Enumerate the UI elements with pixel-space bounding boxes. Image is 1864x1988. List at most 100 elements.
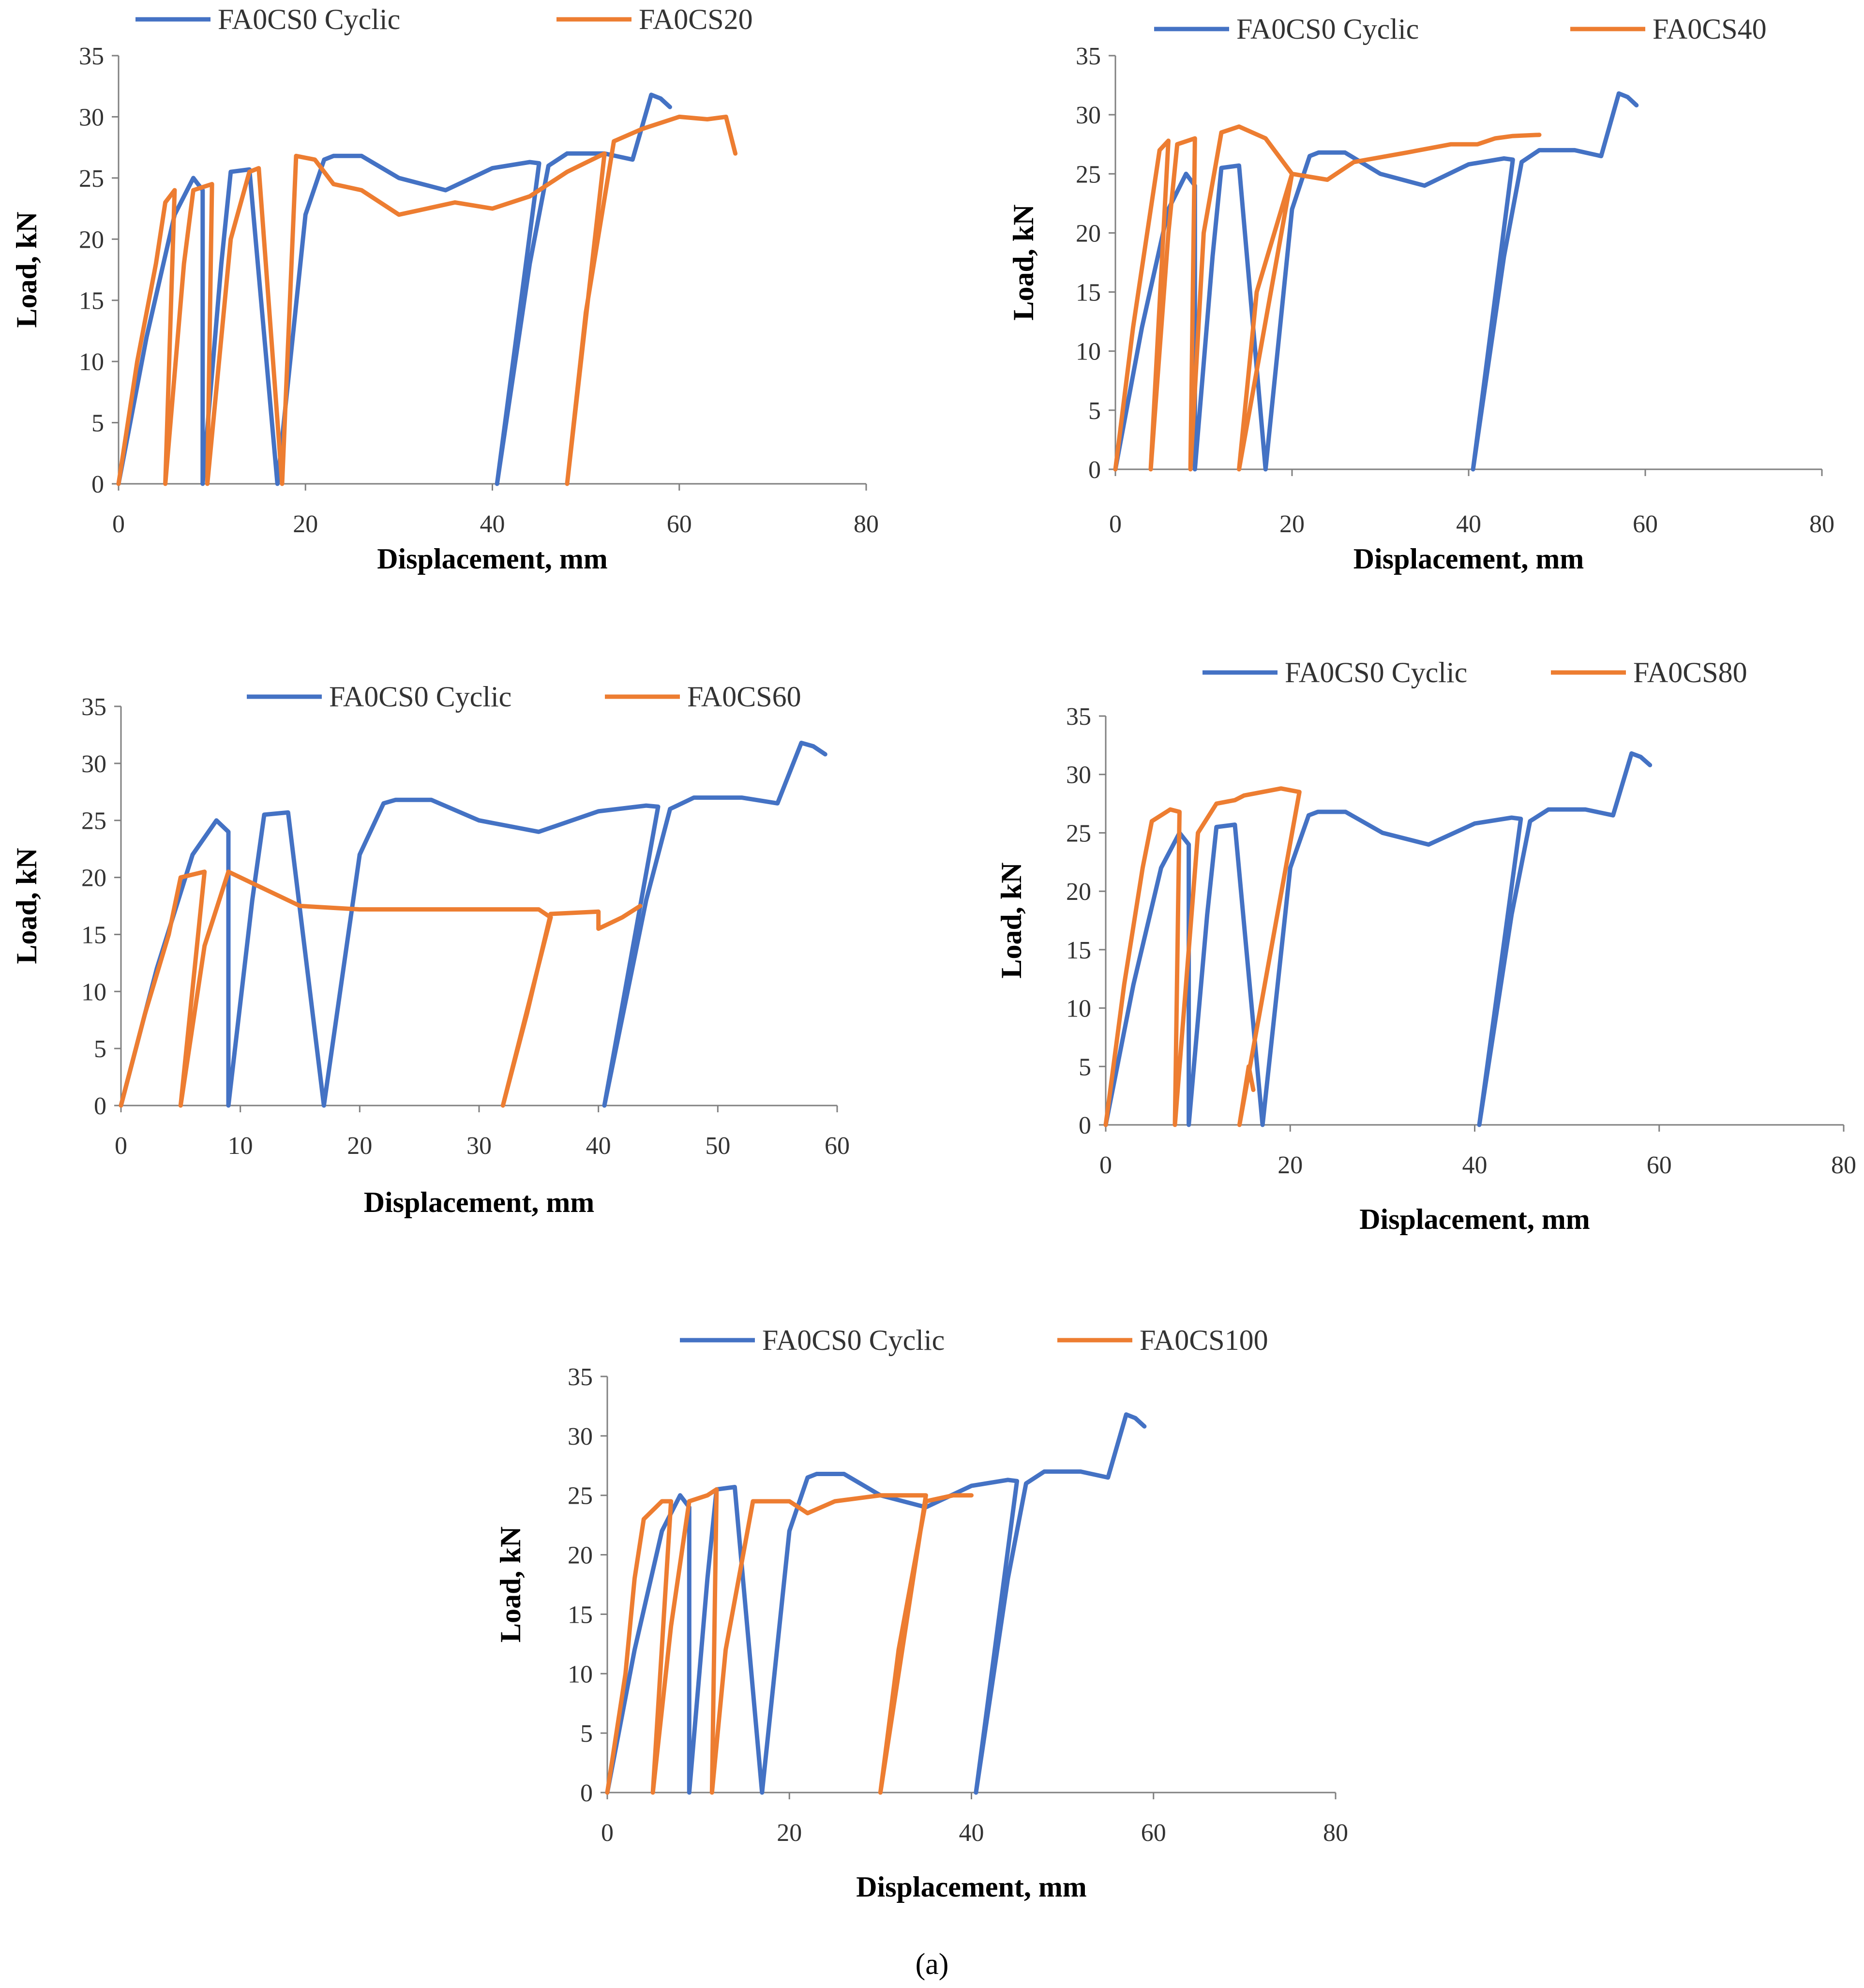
chart-panel-3: 0 10 20 30 40 50 60 0 5 10 15 20 25 30 35 Displacement,… — [11, 681, 850, 1218]
y-tick-label: 0 — [1088, 456, 1101, 484]
y-tick-label: 30 — [1066, 762, 1091, 789]
legend-label-specimen: FA0CS60 — [687, 681, 801, 713]
y-tick-label: 0 — [91, 471, 104, 498]
x-axis-title: Displacement, mm — [377, 543, 608, 575]
x-tick-label: 60 — [825, 1132, 850, 1160]
y-tick-label: 30 — [1076, 102, 1101, 129]
x-tick-label: 0 — [1109, 510, 1122, 538]
y-tick-label: 5 — [1079, 1053, 1091, 1081]
series-line-fa0cs0-cyclic — [119, 740, 827, 1108]
y-tick-label: 15 — [81, 921, 106, 949]
x-tick-label: 60 — [667, 510, 692, 538]
y-tick-label: 0 — [94, 1092, 106, 1120]
series-line-fa0cs0-cyclic — [116, 92, 672, 486]
y-axis-title: Load, kN — [995, 862, 1027, 978]
x-tick-label: 0 — [115, 1132, 127, 1160]
x-tick-label: 20 — [1278, 1151, 1303, 1179]
y-tick-label: 10 — [568, 1660, 593, 1688]
y-tick-label: 35 — [1076, 43, 1101, 70]
y-tick-label: 35 — [79, 43, 104, 70]
y-tick-label: 30 — [81, 750, 106, 778]
series-line-fa0cs100 — [605, 1487, 974, 1795]
x-axis-title: Displacement, mm — [856, 1871, 1087, 1903]
series-line-fa0cs80 — [1103, 786, 1302, 1127]
y-axis-title: Load, kN — [11, 848, 43, 964]
chart-panel-4: 0 20 40 60 80 0 5 10 15 20 25 30 35 Displacement, mm L… — [995, 657, 1856, 1235]
y-tick-label: 0 — [580, 1779, 593, 1807]
x-tick-label: 80 — [1323, 1819, 1348, 1847]
y-axis-title: Load, kN — [1007, 204, 1039, 320]
y-tick-label: 15 — [79, 287, 104, 315]
x-tick-label: 0 — [601, 1819, 614, 1847]
y-tick-label: 35 — [81, 693, 106, 721]
x-tick-label: 20 — [347, 1132, 372, 1160]
legend-label-specimen: FA0CS80 — [1633, 657, 1747, 688]
y-tick-label: 15 — [1066, 937, 1091, 964]
y-tick-label: 5 — [94, 1035, 106, 1063]
series-line-fa0cs0-cyclic — [1113, 91, 1639, 472]
x-tick-label: 10 — [228, 1132, 253, 1160]
series-line-fa0cs0-cyclic — [1103, 751, 1653, 1127]
series-line-fa0cs40 — [1113, 124, 1542, 472]
legend-label-reference: FA0CS0 Cyclic — [1236, 13, 1419, 45]
x-tick-label: 60 — [1141, 1819, 1166, 1847]
x-tick-label: 80 — [1809, 510, 1834, 538]
y-tick-label: 20 — [1076, 220, 1101, 247]
x-tick-label: 20 — [293, 510, 318, 538]
x-tick-label: 30 — [466, 1132, 492, 1160]
chart-panel-5: 0 20 40 60 80 0 5 10 15 20 25 30 35 Displacement, mm L… — [495, 1324, 1348, 1903]
series-line-fa0cs20 — [116, 114, 738, 486]
y-tick-label: 25 — [81, 807, 106, 835]
series-line-fa0cs60 — [119, 869, 643, 1108]
x-tick-label: 40 — [1462, 1151, 1488, 1179]
chart-panel-2: 0 20 40 60 80 0 5 10 15 20 25 30 35 Displacement, mm L… — [1007, 13, 1834, 575]
legend-label-reference: FA0CS0 Cyclic — [218, 3, 400, 35]
x-tick-label: 20 — [1279, 510, 1305, 538]
y-tick-label: 20 — [81, 865, 106, 892]
y-tick-label: 35 — [568, 1363, 593, 1391]
x-tick-label: 80 — [1831, 1151, 1856, 1179]
y-tick-label: 20 — [1066, 878, 1091, 906]
x-tick-label: 50 — [705, 1132, 730, 1160]
y-tick-label: 10 — [1066, 995, 1091, 1023]
figure-caption: (a) — [916, 1948, 949, 1981]
series-line-fa0cs0-cyclic — [605, 1412, 1147, 1795]
y-tick-label: 5 — [91, 410, 104, 437]
y-tick-label: 25 — [1066, 820, 1091, 847]
x-tick-label: 40 — [959, 1819, 984, 1847]
y-tick-label: 5 — [580, 1720, 593, 1748]
x-tick-label: 40 — [586, 1132, 611, 1160]
y-tick-label: 10 — [81, 978, 106, 1006]
x-tick-label: 0 — [1099, 1151, 1112, 1179]
x-tick-label: 40 — [480, 510, 505, 538]
legend-label-specimen: FA0CS20 — [639, 3, 753, 35]
legend-label-reference: FA0CS0 Cyclic — [762, 1324, 945, 1356]
x-tick-label: 60 — [1647, 1151, 1672, 1179]
x-tick-label: 60 — [1633, 510, 1658, 538]
y-tick-label: 10 — [79, 348, 104, 376]
x-tick-label: 80 — [854, 510, 879, 538]
x-axis-title: Displacement, mm — [1359, 1203, 1590, 1235]
y-tick-label: 20 — [79, 226, 104, 254]
y-tick-label: 25 — [79, 165, 104, 193]
x-tick-label: 0 — [112, 510, 125, 538]
x-axis-title: Displacement, mm — [1353, 543, 1584, 575]
y-tick-label: 5 — [1088, 397, 1101, 425]
y-tick-label: 20 — [568, 1542, 593, 1569]
y-tick-label: 15 — [1076, 279, 1101, 307]
legend-label-reference: FA0CS0 Cyclic — [1285, 657, 1467, 688]
chart-panel-1: 0 20 40 60 80 0 5 10 15 20 25 30 35 Displacement, mm L… — [11, 3, 879, 575]
legend-label-reference: FA0CS0 Cyclic — [329, 681, 511, 713]
y-tick-label: 10 — [1076, 338, 1101, 366]
y-tick-label: 25 — [568, 1482, 593, 1510]
x-tick-label: 40 — [1456, 510, 1481, 538]
x-tick-label: 20 — [777, 1819, 802, 1847]
y-tick-label: 25 — [1076, 161, 1101, 188]
y-tick-label: 30 — [79, 104, 104, 131]
x-axis-title: Displacement, mm — [364, 1186, 595, 1218]
y-tick-label: 15 — [568, 1601, 593, 1629]
y-axis-title: Load, kN — [495, 1526, 526, 1643]
y-tick-label: 0 — [1079, 1112, 1091, 1139]
legend-label-specimen: FA0CS100 — [1140, 1324, 1268, 1356]
